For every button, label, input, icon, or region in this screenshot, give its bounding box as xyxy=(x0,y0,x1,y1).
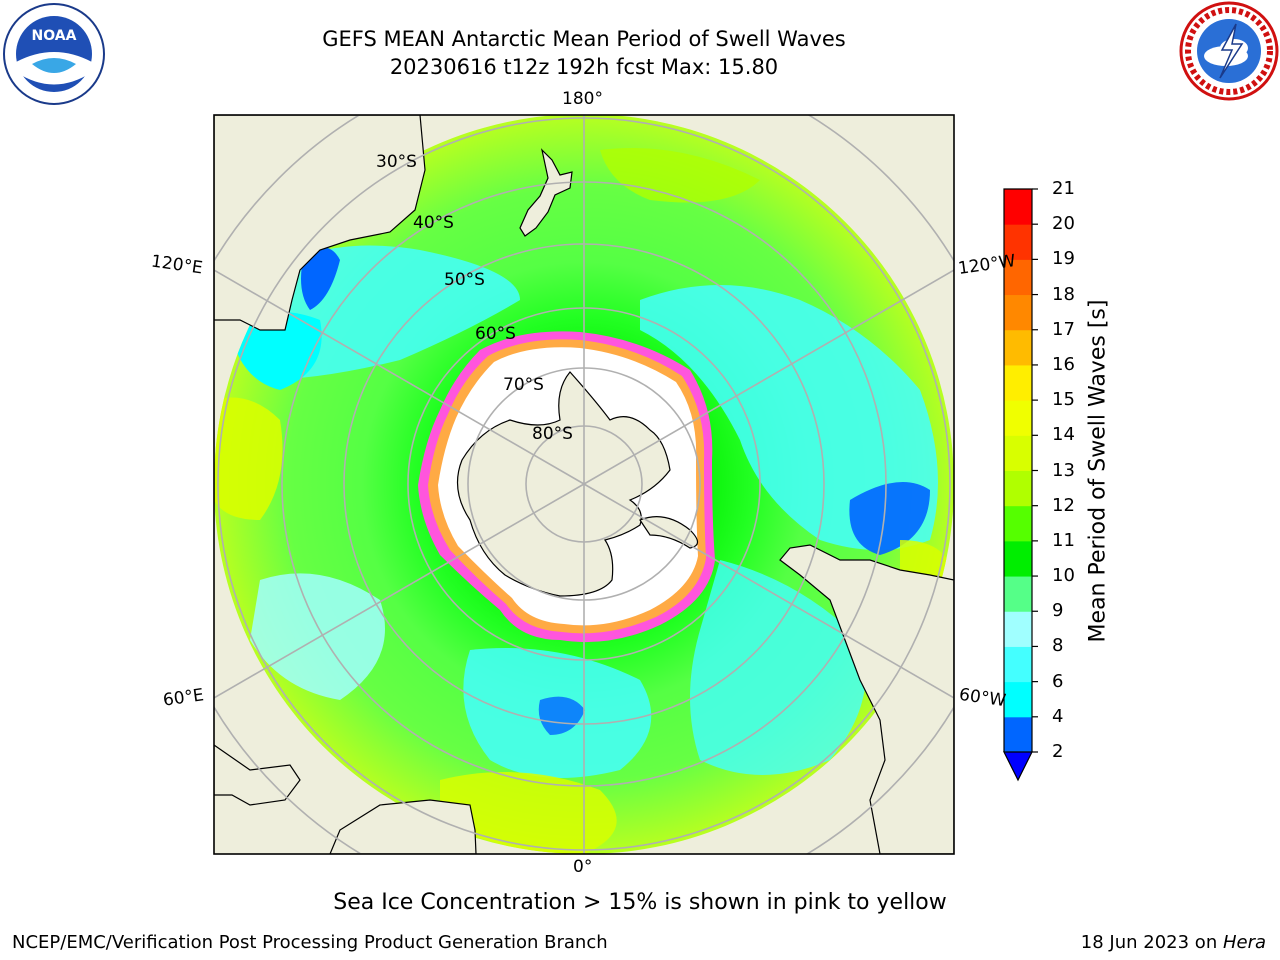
africa-land xyxy=(329,799,477,854)
graticule xyxy=(214,115,954,854)
colorbar-bin xyxy=(1004,400,1032,436)
colorbar-tick-label: 10 xyxy=(1052,565,1075,587)
colorbar-tick-label: 14 xyxy=(1052,424,1075,446)
footer-host: Hera xyxy=(1222,932,1266,953)
swell-region xyxy=(301,246,340,310)
colorbar-bin xyxy=(1004,611,1032,647)
colorbar-bin xyxy=(1004,505,1032,542)
colorbar-tick-label: 16 xyxy=(1052,353,1075,375)
colorbar-bin xyxy=(1004,259,1032,296)
colorbar-tick-label: 8 xyxy=(1052,635,1064,657)
chart-subtitle: 20230616 t12z 192h fcst Max: 15.80 xyxy=(389,55,779,79)
colorbar-bin xyxy=(1004,294,1032,331)
svg-text:NOAA: NOAA xyxy=(32,28,77,44)
colorbar-under-arrow xyxy=(1003,751,1033,782)
colorbar-tick-label: 18 xyxy=(1052,283,1075,305)
footer-date: 18 Jun 2023 on Hera xyxy=(1081,932,1266,953)
colorbar-tick-label: 6 xyxy=(1052,670,1064,692)
lat-label-70s: 70°S xyxy=(503,375,544,395)
swell-region xyxy=(538,696,585,735)
swell-region xyxy=(640,285,938,550)
colorbar-bin xyxy=(1004,470,1032,507)
colorbar-bin xyxy=(1004,224,1032,260)
lat-label-50s: 50°S xyxy=(444,270,485,290)
lat-label-80s: 80°S xyxy=(532,424,573,444)
swell-region xyxy=(440,772,617,854)
colorbar-tick-label: 11 xyxy=(1052,529,1075,551)
chart-title: GEFS MEAN Antarctic Mean Period of Swell… xyxy=(322,27,846,51)
sea-ice-note: Sea Ice Concentration > 15% is shown in … xyxy=(333,890,947,915)
colorbar-tick-label: 12 xyxy=(1052,494,1075,516)
south-america-land xyxy=(779,544,954,854)
lat-label-60s: 60°S xyxy=(475,324,516,344)
lon-label-0: 0° xyxy=(573,857,593,877)
swell-region xyxy=(849,482,930,555)
colorbar-tick-label: 21 xyxy=(1052,178,1075,199)
colorbar xyxy=(1003,188,1038,782)
colorbar-tick-label: 13 xyxy=(1052,459,1075,481)
swell-region xyxy=(690,560,866,775)
map-frame xyxy=(213,114,955,855)
colorbar-bin xyxy=(1004,540,1032,577)
swell-region xyxy=(250,573,385,700)
colorbar-tick-label: 20 xyxy=(1052,213,1075,235)
national-weather-service-logo xyxy=(1179,1,1279,101)
antarctica xyxy=(418,331,715,643)
swell-region xyxy=(230,312,322,390)
colorbar-bin xyxy=(1004,189,1032,225)
colorbar-tick-label: 17 xyxy=(1052,318,1075,340)
footer-credit: NCEP/EMC/Verification Post Processing Pr… xyxy=(12,932,608,953)
colorbar-tick-label: 2 xyxy=(1052,741,1064,762)
swell-region xyxy=(600,148,760,203)
colorbar-bin xyxy=(1004,364,1032,401)
colorbar-bin xyxy=(1004,716,1032,753)
colorbar-bin xyxy=(1004,646,1032,683)
colorbar-bin xyxy=(1004,681,1032,718)
colorbar-tick-label: 9 xyxy=(1052,600,1064,622)
footer-date-text: 18 Jun 2023 on xyxy=(1080,932,1223,953)
colorbar-tick-label: 4 xyxy=(1052,705,1064,727)
colorbar-bin xyxy=(1004,329,1032,366)
colorbar-bin xyxy=(1004,576,1032,612)
colorbar-tick-label: 19 xyxy=(1052,248,1075,270)
colorbar-bin xyxy=(1004,435,1032,471)
lon-label-180: 180° xyxy=(562,89,603,109)
lat-label-30s: 30°S xyxy=(376,152,417,172)
lat-label-40s: 40°S xyxy=(413,213,454,233)
swell-region xyxy=(214,397,283,520)
noaa-logo: NOAA xyxy=(3,3,105,105)
colorbar-title: Mean Period of Swell Waves [s] xyxy=(1085,299,1111,643)
colorbar-tick-label: 15 xyxy=(1052,389,1075,411)
australia-land xyxy=(214,115,426,331)
new-zealand-land xyxy=(519,148,573,237)
